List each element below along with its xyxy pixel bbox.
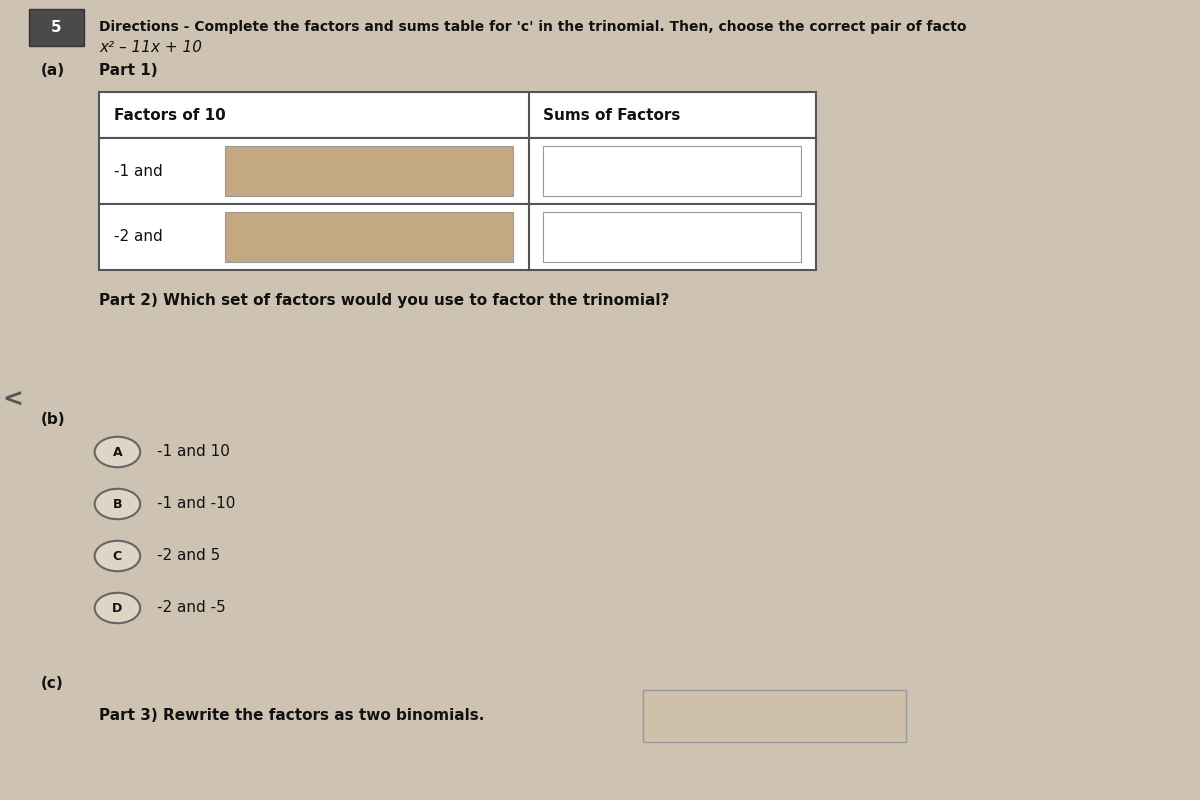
Text: C: C <box>113 550 122 562</box>
FancyBboxPatch shape <box>29 9 84 46</box>
Text: Sums of Factors: Sums of Factors <box>544 108 680 122</box>
Circle shape <box>95 489 140 519</box>
Text: 5: 5 <box>50 20 61 34</box>
Text: Part 2) Which set of factors would you use to factor the trinomial?: Part 2) Which set of factors would you u… <box>100 293 670 307</box>
Text: -1 and: -1 and <box>114 164 162 178</box>
Text: (c): (c) <box>41 677 64 691</box>
FancyBboxPatch shape <box>226 212 514 262</box>
Text: Part 1): Part 1) <box>100 63 158 78</box>
FancyBboxPatch shape <box>544 212 800 262</box>
FancyBboxPatch shape <box>642 690 906 742</box>
Circle shape <box>95 541 140 571</box>
Text: (a): (a) <box>41 63 65 78</box>
Circle shape <box>95 437 140 467</box>
Text: (b): (b) <box>41 413 65 427</box>
Text: -2 and 5: -2 and 5 <box>157 549 221 563</box>
Text: Part 3) Rewrite the factors as two binomials.: Part 3) Rewrite the factors as two binom… <box>100 709 485 723</box>
Text: Factors of 10: Factors of 10 <box>114 108 226 122</box>
FancyBboxPatch shape <box>100 92 816 138</box>
FancyBboxPatch shape <box>544 146 800 196</box>
Text: -2 and: -2 and <box>114 230 162 244</box>
Text: -1 and -10: -1 and -10 <box>157 497 235 511</box>
Text: D: D <box>113 602 122 614</box>
Text: x² – 11x + 10: x² – 11x + 10 <box>100 41 203 55</box>
Text: -2 and -5: -2 and -5 <box>157 601 226 615</box>
FancyBboxPatch shape <box>100 138 816 204</box>
Text: B: B <box>113 498 122 510</box>
Text: A: A <box>113 446 122 458</box>
Circle shape <box>95 593 140 623</box>
Text: Directions - Complete the factors and sums table for 'c' in the trinomial. Then,: Directions - Complete the factors and su… <box>100 20 967 34</box>
FancyBboxPatch shape <box>100 204 816 270</box>
Text: -1 and 10: -1 and 10 <box>157 445 230 459</box>
Text: <: < <box>2 388 24 412</box>
FancyBboxPatch shape <box>226 146 514 196</box>
